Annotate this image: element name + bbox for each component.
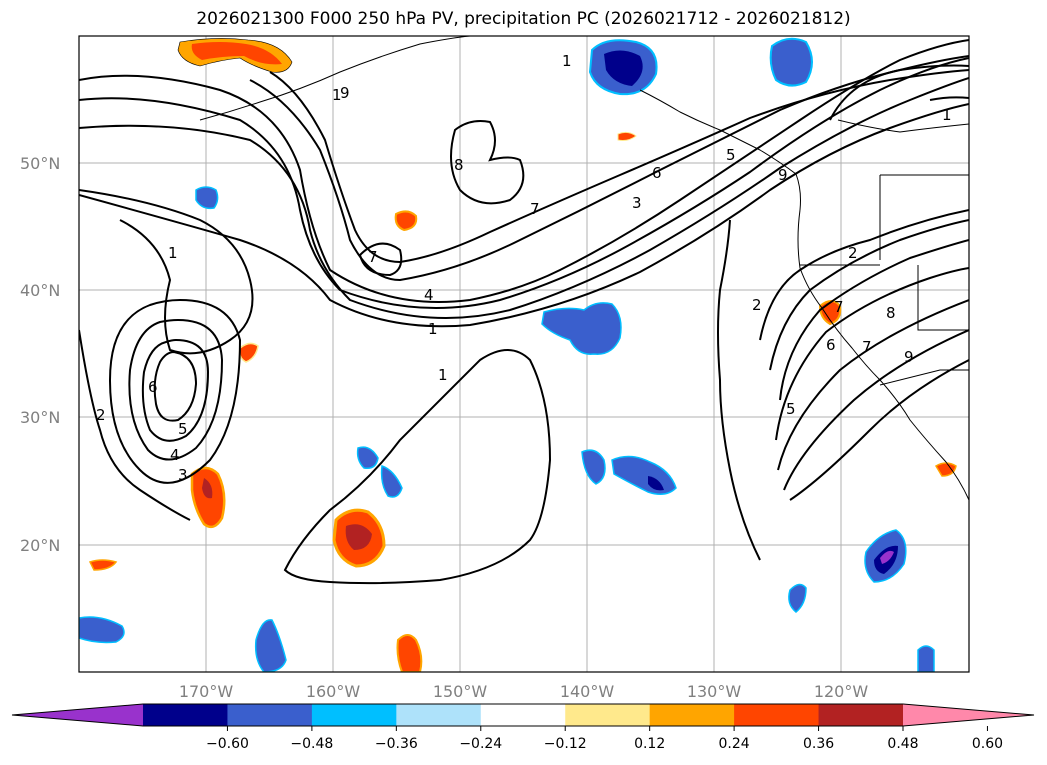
colorbar-tick-label: −0.48	[290, 736, 333, 752]
map-title: 2026021300 F000 250 hPa PV, precipitatio…	[196, 9, 851, 29]
contour-label: 5	[178, 420, 188, 438]
contour-label: 2	[848, 244, 858, 262]
colorbar-cell	[818, 704, 904, 726]
contour-label: 6	[826, 336, 836, 354]
colorbar-tick-label: −0.24	[459, 736, 502, 752]
colorbar-tick-label: −0.60	[206, 736, 249, 752]
contour-label: 1	[428, 320, 438, 338]
colorbar-cell	[480, 704, 566, 726]
contour-label: 8	[454, 156, 464, 174]
contour-label: 2	[752, 296, 762, 314]
precip-negative-region	[541, 302, 622, 355]
plot-frame	[78, 35, 970, 673]
contour-label: 1	[942, 106, 952, 124]
contour-label: 1	[562, 52, 572, 70]
colorbar-extend-min	[12, 704, 143, 726]
precip-negative-region	[769, 37, 813, 87]
latitude-label: 30°N	[20, 408, 60, 427]
colorbar-tick-label: 0.60	[972, 736, 1003, 752]
contour-label: 5	[726, 146, 736, 164]
colorbar-tick-label: −0.36	[375, 736, 418, 752]
contour-label: 9	[778, 166, 788, 184]
pv-contours	[79, 39, 969, 585]
contour-label: 4	[424, 286, 434, 304]
colorbar-outline	[11, 703, 1035, 727]
colorbar-cell	[311, 704, 397, 726]
longitude-label: 140°W	[560, 682, 615, 701]
contour-label: 7	[834, 298, 844, 316]
colorbar-cell	[396, 704, 482, 726]
precipitation-field	[79, 37, 957, 672]
contour-label: 5	[786, 400, 796, 418]
longitude-label: 150°W	[433, 682, 488, 701]
latitude-label: 20°N	[20, 536, 60, 555]
colorbar-extend-max	[903, 704, 1034, 726]
contour-label: 7	[530, 200, 540, 218]
colorbar-tick-label: −0.12	[544, 736, 587, 752]
colorbar-cell	[143, 704, 228, 726]
colorbar-tick-label: 0.24	[719, 736, 750, 752]
colorbar-tick-label: 0.12	[634, 736, 665, 752]
longitude-label: 130°W	[687, 682, 742, 701]
contour-label: 7	[368, 248, 378, 266]
contour-label: 1	[332, 86, 342, 104]
contour-label-group: 1 1 1 1 1 1 2 2 2 3 3 4 4 5 5 5 6 6 6 7 …	[96, 52, 952, 484]
longitude-labels: 170°W 160°W 150°W 140°W 130°W 120°W	[179, 682, 869, 701]
latitude-labels: 50°N 40°N 30°N 20°N	[20, 154, 60, 555]
latitude-label: 40°N	[20, 281, 60, 300]
contour-label: 9	[340, 84, 350, 102]
contour-label: 9	[904, 348, 914, 366]
longitude-label: 160°W	[306, 682, 361, 701]
contour-label: 6	[148, 378, 158, 396]
longitude-label: 120°W	[814, 682, 869, 701]
colorbar-cell	[565, 704, 651, 726]
colorbar-cell	[649, 704, 735, 726]
contour-label: 8	[886, 304, 896, 322]
colorbar-tick-label: 0.48	[887, 736, 918, 752]
coastline	[199, 36, 969, 501]
contour-label: 3	[632, 194, 642, 212]
longitude-label: 170°W	[179, 682, 234, 701]
colorbar-cell	[227, 704, 313, 726]
latitude-label: 50°N	[20, 154, 60, 173]
contour-label: 1	[168, 244, 178, 262]
contour-label: 2	[96, 406, 106, 424]
contour-label: 1	[438, 366, 448, 384]
contour-label: 4	[170, 446, 180, 464]
contour-label: 6	[652, 164, 662, 182]
contour-label: 7	[862, 338, 872, 356]
colorbar-tick-label: 0.36	[803, 736, 834, 752]
colorbar-cell	[734, 704, 820, 726]
contour-label: 3	[178, 466, 188, 484]
